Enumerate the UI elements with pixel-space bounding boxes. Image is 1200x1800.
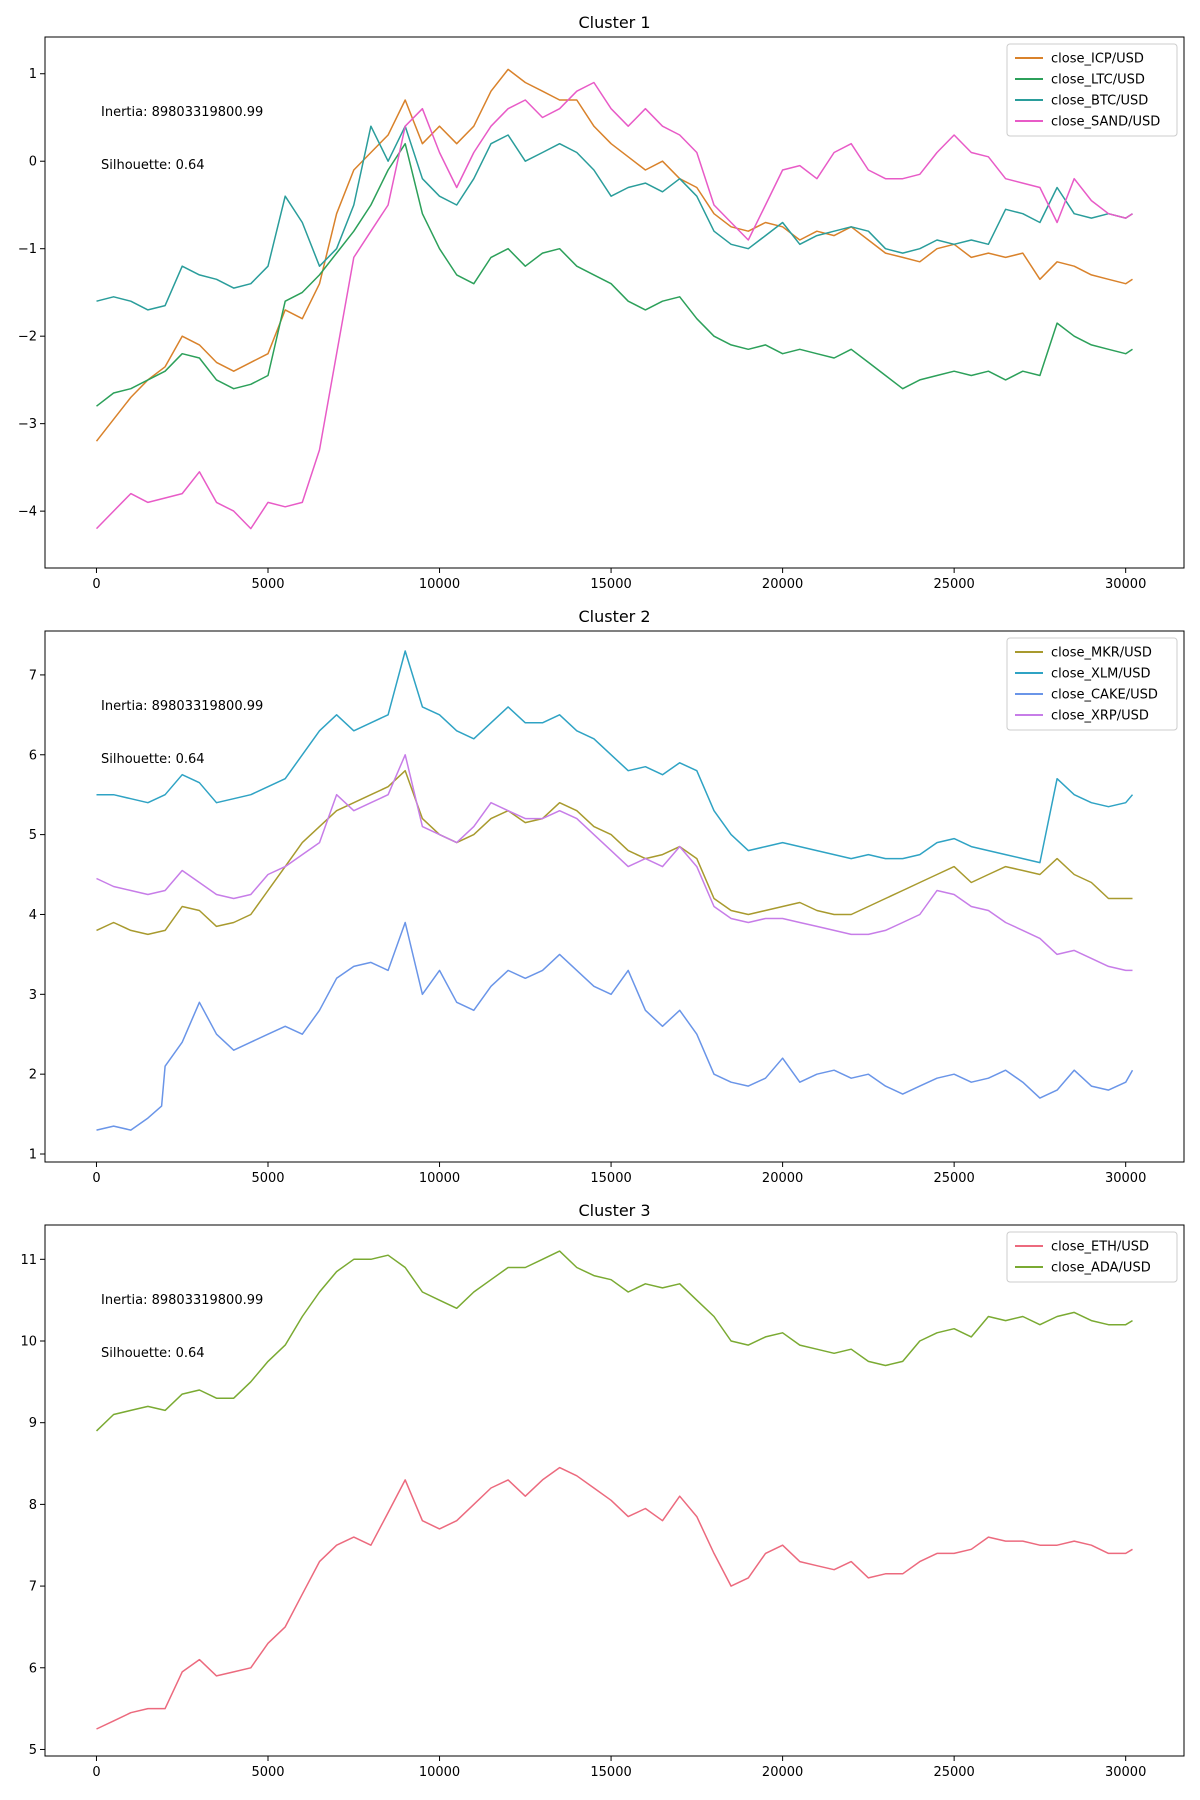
y-tick-label: 4 (29, 908, 37, 923)
series-line-close-xlm-usd (96, 650, 1134, 864)
y-tick-label: 9 (29, 1416, 37, 1431)
legend-box (1006, 637, 1178, 731)
y-tick-label: −4 (18, 505, 37, 520)
inertia-annotation: Inertia: 89803319800.99 (101, 105, 263, 120)
y-tick-label: −2 (18, 330, 37, 345)
legend-label: close_ICP/USD (1051, 52, 1144, 67)
silhouette-annotation: Silhouette: 0.64 (101, 158, 205, 173)
legend-label: close_XRP/USD (1051, 709, 1149, 724)
legend-box (1006, 43, 1178, 137)
y-tick-label: 6 (29, 1661, 37, 1676)
x-tick-label: 15000 (590, 577, 631, 592)
series-line-close-eth-usd (96, 1466, 1133, 1730)
chart-1: Cluster 1 0 5000 10000 15000 20000 25000 30000 1… (18, 13, 1185, 592)
legend-label: close_LTC/USD (1051, 73, 1145, 88)
x-tick-label: 25000 (933, 1765, 974, 1780)
inertia-annotation: Inertia: 89803319800.99 (101, 1293, 263, 1308)
x-tick-label: 30000 (1105, 577, 1146, 592)
plot-frame (44, 36, 1185, 569)
chart-title: Cluster 1 (578, 13, 650, 32)
y-tick-label: 2 (29, 1068, 37, 1083)
x-tick-label: 25000 (933, 577, 974, 592)
series-line-close-mkr-usd (96, 769, 1133, 936)
plot-frame (44, 1224, 1185, 1757)
y-tick-label: 11 (20, 1253, 37, 1268)
x-tick-label: 5000 (251, 1171, 284, 1186)
legend-label: close_BTC/USD (1051, 94, 1148, 109)
x-tick-label: 30000 (1105, 1765, 1146, 1780)
y-tick-label: 3 (29, 988, 37, 1003)
x-tick-label: 20000 (762, 1171, 803, 1186)
x-tick-label: 25000 (933, 1171, 974, 1186)
y-tick-label: −3 (18, 417, 37, 432)
y-tick-label: 7 (29, 1580, 37, 1595)
silhouette-annotation: Silhouette: 0.64 (101, 752, 205, 767)
x-tick-label: 10000 (419, 1171, 460, 1186)
x-tick-label: 0 (92, 577, 100, 592)
y-tick-label: 6 (29, 748, 37, 763)
legend: close_ICP/USD close_LTC/USD close_BTC/USDc… (1006, 43, 1178, 137)
x-tick-label: 10000 (419, 1765, 460, 1780)
series-group (95, 1250, 1133, 1730)
x-tick-label: 0 (92, 1171, 100, 1186)
x-tick-label: 20000 (762, 577, 803, 592)
legend-label: close_CAKE/USD (1051, 688, 1158, 703)
legend-label: close_XLM/USD (1051, 667, 1151, 682)
silhouette-annotation: Silhouette: 0.64 (101, 1346, 205, 1361)
y-tick-label: 5 (29, 828, 37, 843)
y-tick-label: 8 (29, 1498, 37, 1513)
series-group (95, 68, 1133, 530)
series-line-close-btc-usd (96, 125, 1133, 311)
y-tick-label: 1 (29, 67, 37, 82)
y-tick-label: 7 (29, 668, 37, 683)
x-tick-label: 0 (92, 1765, 100, 1780)
legend: close_ETH/USD close_ADA/USD (1006, 1231, 1178, 1283)
legend-label: close_MKR/USD (1051, 646, 1152, 661)
legend-label: close_ETH/USD (1051, 1240, 1149, 1255)
series-line-close-sand-usd (95, 81, 1133, 530)
y-tick-label: 10 (20, 1335, 37, 1350)
y-tick-label: −1 (18, 242, 37, 257)
series-group (96, 650, 1134, 1131)
series-line-close-cake-usd (96, 921, 1134, 1131)
legend-label: close_SAND/USD (1051, 115, 1160, 130)
x-tick-label: 5000 (251, 577, 284, 592)
legend-label: close_ADA/USD (1051, 1261, 1151, 1276)
x-tick-label: 30000 (1105, 1171, 1146, 1186)
y-tick-label: 0 (29, 155, 37, 170)
x-tick-label: 15000 (590, 1171, 631, 1186)
x-tick-label: 10000 (419, 577, 460, 592)
inertia-annotation: Inertia: 89803319800.99 (101, 699, 263, 714)
series-line-close-xrp-usd (96, 754, 1133, 972)
legend: close_MKR/USD close_XLM/USD close_CAKE/USD… (1006, 637, 1178, 731)
chart-title: Cluster 2 (578, 607, 650, 626)
chart-title: Cluster 3 (578, 1201, 650, 1220)
chart-2: Cluster 2 0 5000 10000 15000 20000 25000 30000 7… (29, 607, 1185, 1186)
x-tick-label: 20000 (762, 1765, 803, 1780)
x-tick-label: 15000 (590, 1765, 631, 1780)
y-tick-label: 5 (29, 1743, 37, 1758)
series-line-close-ltc-usd (96, 142, 1133, 407)
plot-frame (44, 630, 1185, 1163)
x-tick-label: 5000 (251, 1765, 284, 1780)
series-line-close-icp-usd (95, 68, 1133, 442)
y-tick-label: 1 (29, 1148, 37, 1163)
legend-box (1006, 1231, 1178, 1283)
chart-3: Cluster 3 0 5000 10000 15000 20000 25000 30000 1… (20, 1201, 1185, 1780)
series-line-close-ada-usd (95, 1250, 1133, 1432)
